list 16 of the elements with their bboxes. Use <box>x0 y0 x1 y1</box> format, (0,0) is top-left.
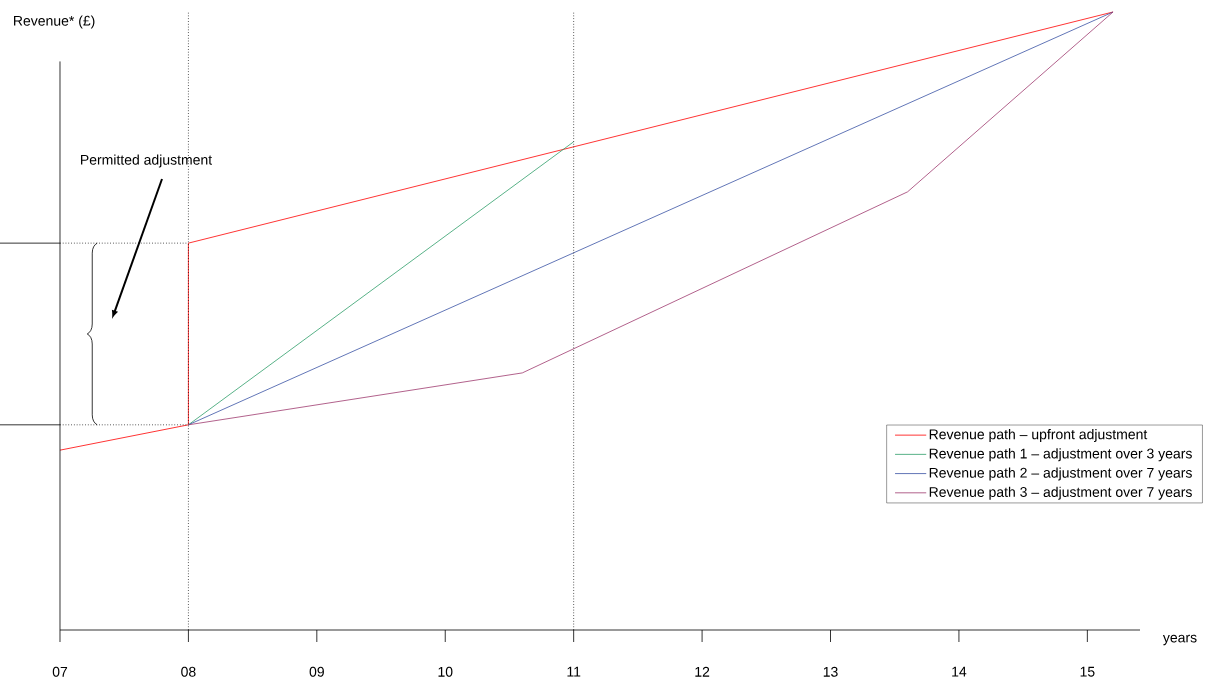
x-axis-title: years <box>1162 634 1197 646</box>
x-tick-label: 08 <box>181 666 196 677</box>
legend-label: Revenue path 2 – adjustment over 7 years <box>929 467 1192 481</box>
annotation: Permitted adjustment <box>81 154 213 168</box>
x-tick-label: 12 <box>695 666 710 677</box>
y-axis-title: Revenue* (£) <box>14 15 95 29</box>
x-tick-label: 09 <box>309 666 324 677</box>
legend-label: Revenue path – upfront adjustment <box>929 429 1148 443</box>
x-tick-label: 14 <box>952 666 967 677</box>
x-tick-label: 07 <box>52 666 68 677</box>
x-tick-label: 10 <box>438 666 453 677</box>
x-tick-label: 15 <box>1080 666 1095 677</box>
x-tick-label: 11 <box>567 666 581 677</box>
legend-label: Revenue path 3 – adjustment over 7 years <box>929 486 1192 500</box>
legend-label: Revenue path 1 – adjustment over 3 years <box>929 448 1192 462</box>
x-tick-label: 13 <box>823 666 838 677</box>
